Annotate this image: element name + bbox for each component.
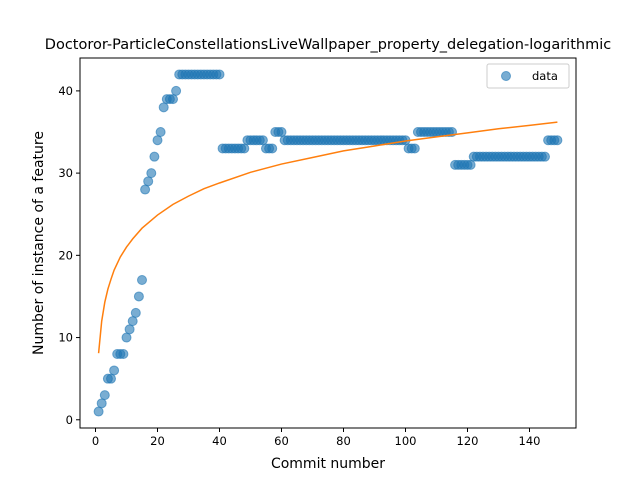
data-point (137, 275, 147, 285)
x-tick-label: 140 (519, 434, 541, 448)
legend-box (486, 63, 570, 89)
data-point (140, 184, 151, 195)
data-point (99, 390, 110, 401)
data-point (146, 168, 157, 179)
data-point (130, 307, 141, 318)
data-point (276, 127, 287, 137)
data-point (124, 324, 135, 335)
y-tick-label: 10 (58, 331, 73, 345)
fit-line (97, 121, 558, 354)
axes-frame (79, 57, 577, 429)
data-point (143, 176, 154, 187)
y-tick-label: 0 (66, 413, 73, 427)
data-point (121, 332, 132, 343)
data-point (127, 316, 138, 327)
data-point (106, 373, 116, 384)
legend-marker-data (501, 71, 511, 81)
x-axis-label: Commit number (271, 456, 385, 472)
data-point (465, 159, 476, 170)
x-tick-label: 40 (212, 434, 227, 448)
data-point (118, 349, 129, 359)
data-point (168, 94, 178, 105)
data-point (214, 69, 225, 80)
x-tick-label: 100 (395, 434, 417, 448)
data-point (171, 85, 182, 96)
x-tick-label: 60 (274, 434, 289, 448)
data-point (133, 291, 144, 302)
data-point (158, 102, 169, 113)
x-tick-label: 120 (457, 434, 479, 448)
data-point (93, 406, 104, 417)
data-point (149, 151, 160, 162)
x-tick-label: 80 (336, 434, 351, 448)
y-axis-label: Number of instance of a feature (31, 131, 47, 355)
plot-area (93, 69, 563, 417)
x-tick-label: 20 (150, 434, 165, 448)
chart-title: Doctoror-ParticleConstellationsLiveWallp… (45, 37, 611, 53)
data-point (552, 135, 563, 146)
y-tick-label: 40 (58, 84, 73, 98)
legend: data (486, 63, 570, 89)
data-point (96, 398, 107, 409)
data-point (155, 127, 166, 137)
y-tick-label: 20 (58, 248, 73, 262)
axis-ticks: 0 20 40 60 80 100 120 140 0 10 20 30 40 (58, 84, 540, 448)
data-point (239, 143, 250, 154)
data-point (257, 135, 268, 146)
y-tick-label: 30 (58, 166, 73, 180)
legend-label-data: data (532, 69, 558, 83)
x-tick-label: 0 (92, 434, 99, 448)
data-point (152, 135, 163, 146)
data-point (540, 151, 550, 162)
data-point (109, 365, 120, 376)
data-point (267, 143, 278, 154)
data-point (409, 143, 420, 154)
